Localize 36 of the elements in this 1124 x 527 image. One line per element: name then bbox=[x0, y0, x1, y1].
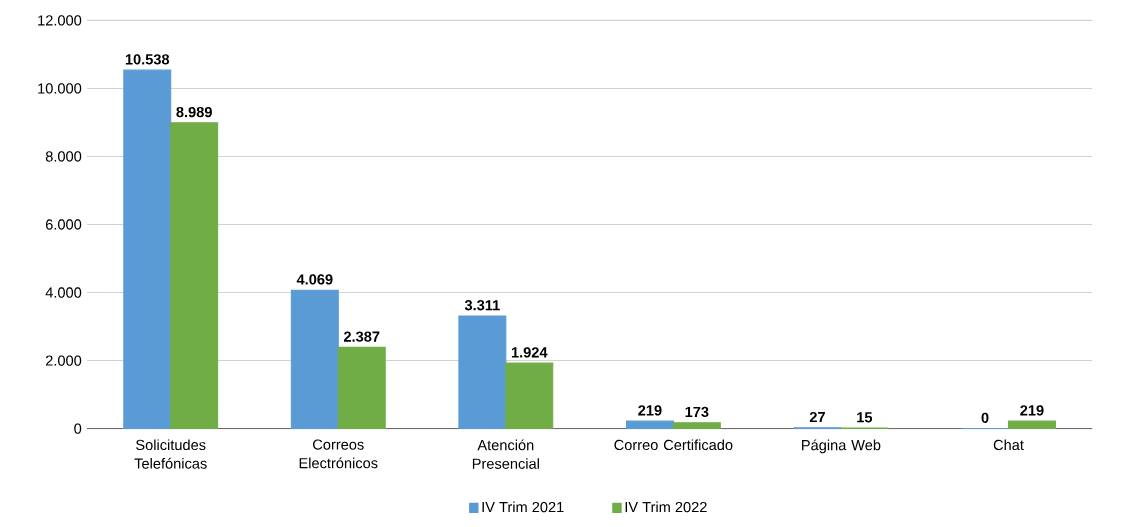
y-tick-label: 8.000 bbox=[45, 151, 82, 162]
x-tick-label: Atención Presencial bbox=[472, 439, 539, 469]
data-label: 15 bbox=[857, 412, 873, 423]
data-label: 219 bbox=[638, 405, 662, 416]
y-tick-label: 10.000 bbox=[38, 83, 82, 94]
data-label: 2.387 bbox=[343, 331, 380, 342]
y-tick-label: 6.000 bbox=[45, 219, 82, 230]
y-tick-label: 12.000 bbox=[38, 15, 82, 26]
x-tick-label: Chat bbox=[993, 439, 1024, 451]
bar bbox=[337, 346, 386, 430]
data-label: 27 bbox=[809, 411, 825, 423]
bar bbox=[170, 122, 219, 430]
data-label: 8.989 bbox=[176, 106, 212, 118]
bar bbox=[458, 315, 507, 430]
data-label: 3.311 bbox=[464, 300, 500, 311]
y-tick-label: 4.000 bbox=[45, 287, 82, 298]
x-tick-label: Correo Certificado bbox=[614, 439, 733, 451]
data-label: 4.069 bbox=[296, 274, 333, 285]
legend-label: IV Trim 2021 bbox=[482, 501, 564, 513]
y-tick-label: 2.000 bbox=[45, 355, 82, 366]
bar bbox=[672, 422, 721, 430]
y-tick-label: 0 bbox=[74, 423, 82, 434]
bar bbox=[625, 420, 674, 430]
data-label: 10.538 bbox=[125, 54, 170, 65]
bar bbox=[505, 362, 554, 430]
data-label: 1.924 bbox=[511, 347, 548, 358]
data-label: 0 bbox=[981, 412, 989, 424]
bar bbox=[123, 69, 172, 430]
bar bbox=[290, 289, 339, 430]
data-label: 173 bbox=[685, 406, 709, 418]
bar bbox=[1007, 420, 1056, 430]
x-tick-label: Solicitudes Telefónicas bbox=[134, 439, 207, 469]
legend-label: IV Trim 2022 bbox=[625, 501, 707, 513]
x-tick-label: Página Web bbox=[802, 439, 881, 454]
data-label: 219 bbox=[1020, 405, 1044, 416]
x-tick-label: Correos Electrónicos bbox=[299, 439, 378, 469]
